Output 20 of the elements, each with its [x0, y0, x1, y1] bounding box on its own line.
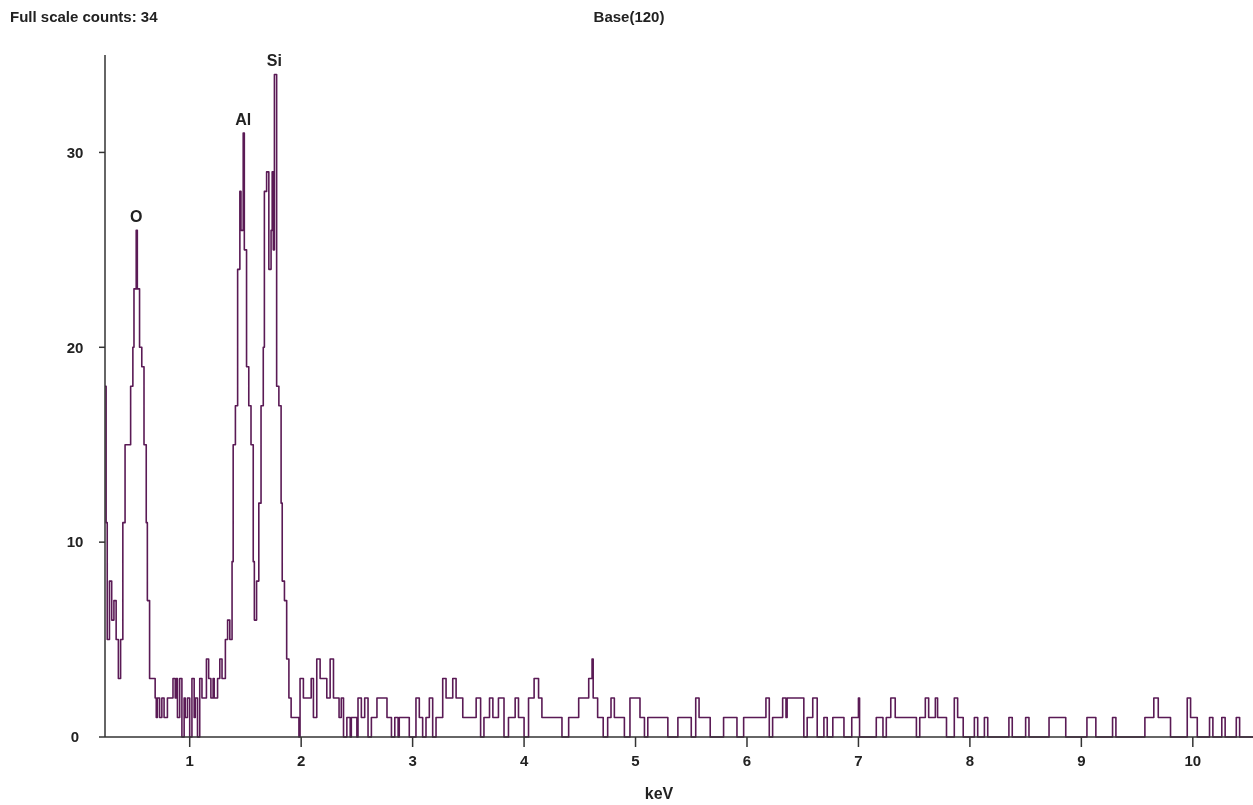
x-tick-label: 8 [965, 752, 975, 769]
y-tick-label: 10 [66, 533, 84, 551]
text: Full scale counts: 34 [10, 8, 159, 25]
x-tick-label: 6 [742, 752, 752, 769]
y-tick-label: 20 [66, 338, 84, 356]
x-tick-label: 10 [1184, 752, 1202, 769]
annotation: Si [266, 52, 282, 70]
y-tick-label: 0 [70, 728, 80, 746]
x-tick-label: 3 [408, 752, 417, 769]
x-tick-label: 4 [519, 752, 529, 769]
x-tick-label: 7 [854, 752, 863, 769]
annotation: O [129, 208, 143, 226]
x-tick-label: 1 [185, 752, 194, 769]
x-axis-title: keV [644, 785, 674, 802]
x-tick-label: 5 [631, 752, 640, 769]
x-tick-label: 2 [296, 752, 306, 769]
chart-title: Base(120) [593, 8, 665, 25]
y-tick-label: 30 [66, 143, 84, 161]
annotation: Al [235, 110, 252, 128]
x-tick-label: 9 [1077, 752, 1086, 769]
